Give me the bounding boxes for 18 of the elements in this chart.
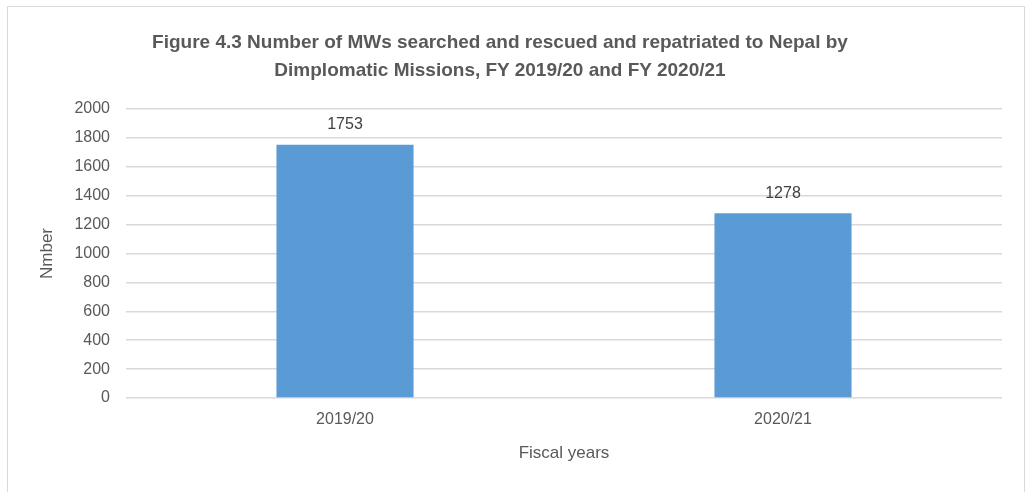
- x-tick-label: 2019/20: [316, 410, 375, 428]
- x-axis-title: Fiscal years: [518, 443, 610, 463]
- y-tick-label: 1600: [74, 157, 111, 175]
- y-tick-label: 400: [83, 330, 111, 348]
- y-tick-label: 1200: [74, 215, 111, 233]
- y-tick-label: 800: [83, 272, 111, 290]
- data-label: 1278: [765, 183, 801, 201]
- y-tick-label: 0: [101, 388, 111, 406]
- data-label: 1753: [327, 115, 363, 133]
- x-tick-label: 2020/21: [754, 410, 813, 428]
- y-tick-label: 1800: [74, 128, 111, 146]
- y-tick-label: 1000: [74, 243, 111, 261]
- y-tick-label: 2000: [74, 99, 111, 117]
- y-tick-label: 1400: [74, 186, 111, 204]
- chart-title: Figure 4.3 Number of MWs searched and rescued and repatriated to Nepal by Dimplomatic Missions, FY 2019/20 and FY 2020/21: [151, 30, 849, 82]
- y-tick-label: 200: [83, 359, 111, 377]
- y-tick-label: 600: [83, 301, 111, 319]
- y-axis-title: Nmber: [36, 227, 56, 280]
